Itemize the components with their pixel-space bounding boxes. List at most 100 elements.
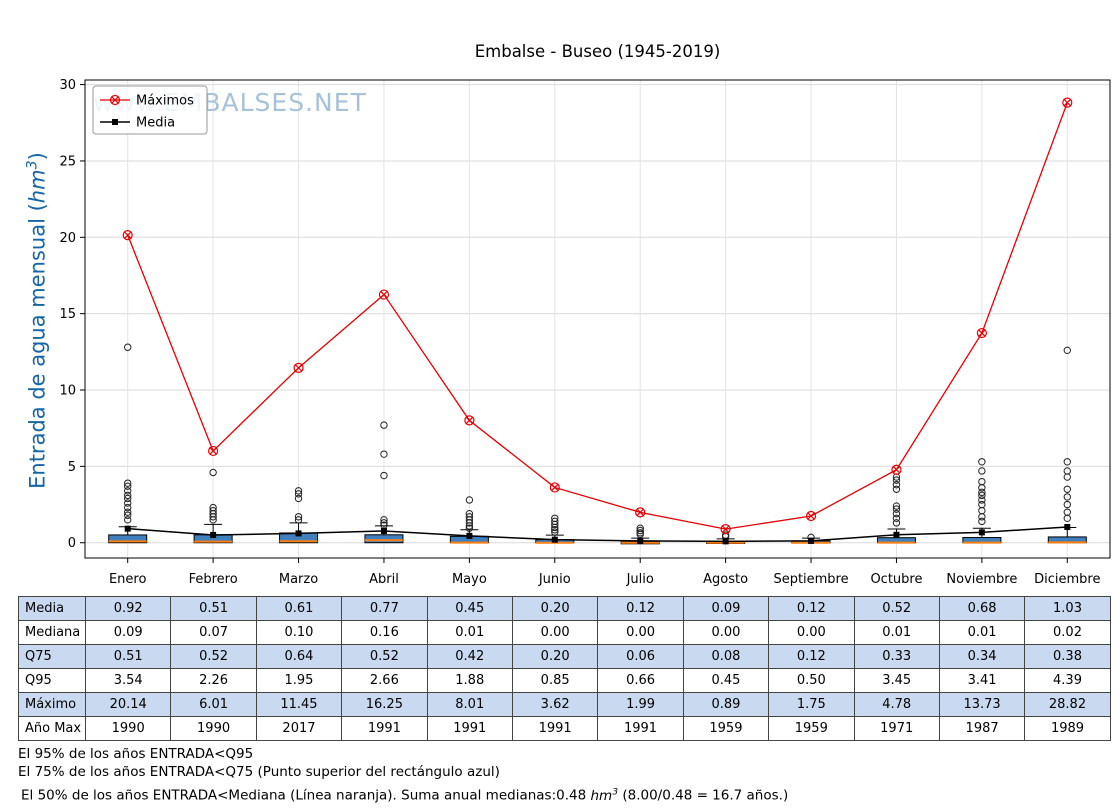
y-tick-label: 25 — [59, 154, 76, 169]
outlier-point — [380, 516, 388, 524]
table-cell: 0.07 — [170, 620, 257, 645]
outlier-point — [1063, 500, 1071, 509]
table-cell: 0.85 — [511, 668, 599, 693]
table-cell: 2.66 — [341, 668, 428, 693]
table-cell: 1959 — [768, 716, 855, 741]
table-cell: 0.20 — [511, 596, 599, 621]
y-tick-label: 20 — [59, 231, 76, 246]
boxplot-month — [962, 458, 1002, 544]
footnote-3-tail: (8.00/0.48 = 16.7 años.) — [618, 787, 789, 804]
footnote-3-unit: hm3 — [591, 786, 619, 804]
box — [364, 534, 404, 544]
table-cell: 0.00 — [597, 620, 684, 645]
table-cell: 0.16 — [341, 620, 428, 645]
x-tick-label: Julio — [626, 572, 654, 587]
maximo-marker-circle — [805, 510, 817, 522]
table-cell: 1991 — [426, 716, 513, 741]
media-path — [127, 526, 1068, 543]
boxplots — [108, 343, 1087, 545]
outlier-point — [209, 513, 217, 521]
table-cell: 0.02 — [1024, 620, 1111, 645]
outlier-point — [380, 450, 388, 458]
media-marker — [210, 531, 217, 538]
y-tick-label: 15 — [59, 307, 76, 322]
media-marker — [978, 529, 985, 536]
table-cell: 16.25 — [341, 692, 428, 717]
outlier-point — [124, 511, 132, 519]
outlier-point — [892, 505, 901, 513]
boxplot-month — [193, 468, 233, 544]
table-cell: 0.01 — [853, 620, 940, 645]
media-marker — [1064, 523, 1071, 530]
maximos-path — [127, 102, 1068, 530]
outlier-point — [380, 519, 388, 527]
table-cell: 0.00 — [768, 620, 855, 645]
table-cell: 6.01 — [170, 692, 257, 717]
outlier-point — [124, 494, 132, 503]
outlier-point — [294, 494, 303, 503]
maximo-marker-circle — [208, 445, 219, 457]
table-cell: 0.52 — [853, 596, 940, 621]
x-tick-label: Marzo — [279, 572, 318, 587]
footnote-3: El 50% de los años ENTRADA<Mediana (Líne… — [18, 783, 788, 805]
media-marker — [893, 531, 900, 538]
table-cell: 0.42 — [426, 644, 513, 669]
outlier-point — [1063, 493, 1071, 501]
maximo-marker-circle — [122, 230, 133, 241]
outlier-point — [124, 499, 132, 507]
outlier-point — [209, 516, 217, 524]
outlier-point — [294, 490, 303, 498]
maximo-marker-circle — [635, 507, 646, 518]
maximo-marker-x — [892, 465, 901, 474]
row-label: Año Max — [18, 716, 86, 741]
maximo-marker-circle — [549, 482, 560, 493]
outlier-point — [892, 480, 901, 489]
maximo-marker-x — [1063, 98, 1072, 107]
table-cell: 0.52 — [170, 644, 257, 669]
maximo-marker-circle — [378, 289, 390, 300]
maximo-marker-x — [550, 483, 559, 492]
outlier-point — [124, 503, 132, 512]
table-cell: 0.33 — [853, 644, 940, 669]
legend-maximos-x — [111, 96, 119, 104]
table-cell: 3.54 — [84, 668, 172, 693]
maximo-marker-x — [380, 290, 388, 299]
row-label: Máximo — [18, 692, 86, 717]
maximo-marker-x — [123, 231, 132, 240]
table-cell: 0.45 — [426, 596, 513, 621]
outlier-point — [892, 514, 901, 522]
table-cell: 1987 — [938, 716, 1026, 741]
x-tick-label: Octubre — [870, 572, 922, 587]
table-row: Máximo 20.14 6.01 11.45 16.25 8.01 3.62 1.99 0.8… — [18, 692, 1111, 717]
row-label: Q95 — [18, 668, 86, 693]
outlier-point — [380, 421, 388, 429]
legend-maximos-marker — [109, 94, 121, 106]
x-tick-label: Junio — [538, 572, 571, 587]
table-cell: 1991 — [597, 716, 684, 741]
outlier-point — [465, 496, 474, 504]
media-marker — [466, 532, 473, 539]
x-axis: Enero Febrero Marzo Abril Mayo Junio Julio Agos… — [109, 558, 1100, 587]
table-cell: 1.03 — [1024, 596, 1111, 621]
table-cell: 0.08 — [682, 644, 770, 669]
media-marker — [722, 538, 729, 545]
row-label: Mediana — [18, 620, 86, 645]
boxplot-month — [279, 487, 319, 544]
footnote-2: El 75% de los años ENTRADA<Q75 (Punto su… — [18, 764, 500, 780]
table-cell: 1959 — [682, 716, 770, 741]
table-cell: 0.12 — [768, 644, 855, 669]
maximo-marker-x — [465, 416, 474, 425]
table-cell: 0.45 — [682, 668, 770, 693]
table-cell: 0.34 — [938, 644, 1026, 669]
y-tick-label: 5 — [68, 460, 76, 475]
table-cell: 0.12 — [768, 596, 855, 621]
maximo-marker-circle — [293, 362, 304, 373]
outlier-point — [124, 516, 132, 524]
outlier-point — [892, 502, 901, 510]
outlier-point — [978, 467, 986, 475]
box — [108, 534, 148, 544]
table-cell: 0.52 — [341, 644, 428, 669]
outlier-point — [124, 487, 132, 495]
maximo-marker-x — [209, 447, 218, 455]
media-marker — [124, 525, 131, 532]
